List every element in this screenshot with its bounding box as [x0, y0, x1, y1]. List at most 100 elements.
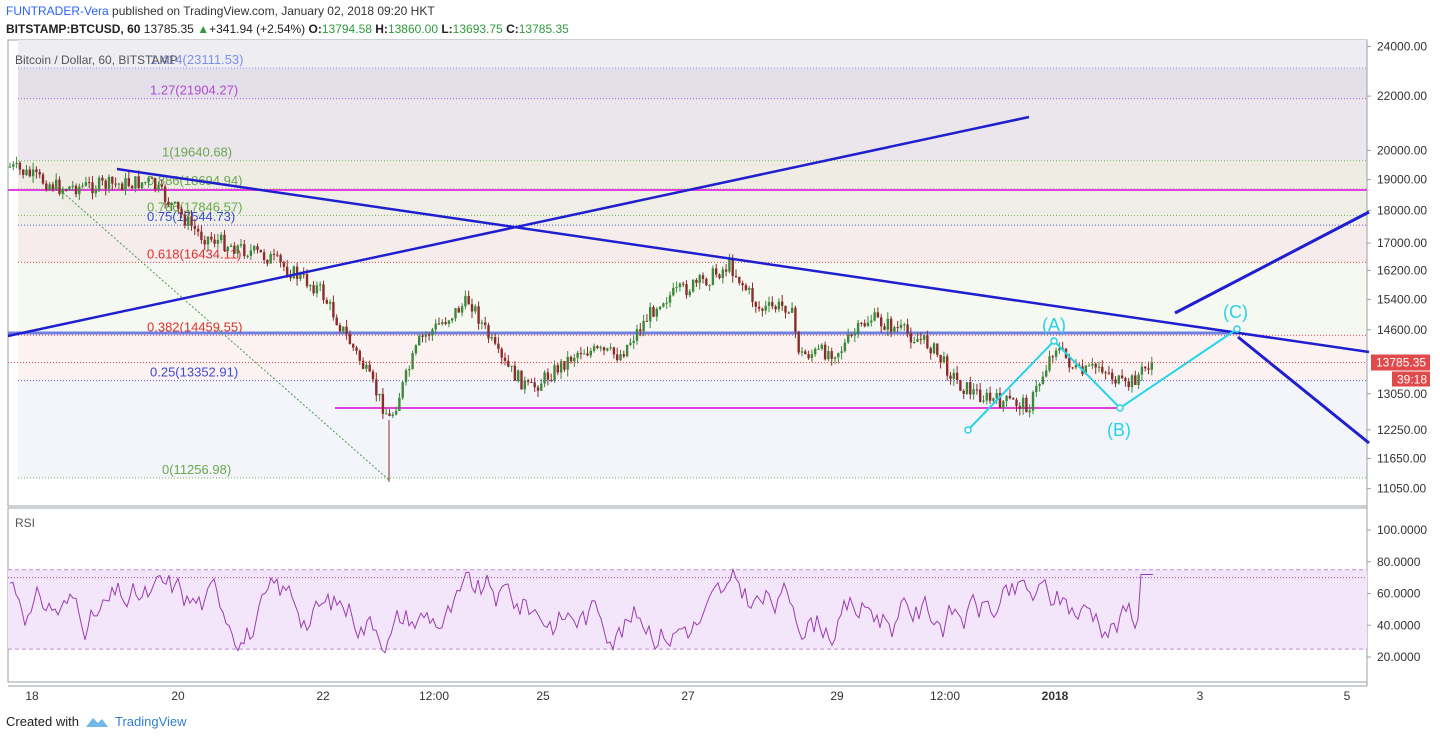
- candle-body: [642, 320, 645, 332]
- candle-body: [1091, 363, 1094, 366]
- abc-wave-line: [967, 328, 1238, 431]
- candle-body: [444, 322, 447, 325]
- candle-body: [269, 254, 272, 264]
- candle-body: [243, 244, 246, 257]
- candle-body: [724, 269, 728, 272]
- candle-body: [777, 301, 781, 310]
- fib-label: 0.618(16434.11): [147, 246, 241, 261]
- candle-body: [500, 348, 503, 358]
- candle-body: [101, 177, 104, 181]
- candle-body: [361, 360, 365, 369]
- candle-body: [51, 184, 55, 190]
- candle-body: [856, 322, 860, 335]
- candle-body: [632, 340, 635, 343]
- up-triangle-icon: ▲: [197, 22, 210, 36]
- price-tick-label: 11050.00: [1377, 482, 1426, 496]
- candle-body: [124, 178, 127, 191]
- bearish-projection-line: [1237, 335, 1370, 445]
- candle-body: [559, 361, 563, 373]
- candle-body: [883, 326, 886, 330]
- fib-label: 1(19640.68): [162, 145, 232, 160]
- candle-body: [8, 166, 12, 168]
- price-tick-label: 17000.00: [1377, 236, 1427, 250]
- candle-body: [253, 246, 256, 251]
- candle-body: [1074, 364, 1078, 368]
- tradingview-link[interactable]: TradingView: [114, 714, 187, 729]
- time-tick-label: 20: [171, 689, 185, 703]
- candle-body: [827, 351, 830, 360]
- candle-body: [177, 201, 180, 209]
- candle-body: [510, 365, 513, 367]
- candle-body: [150, 177, 154, 179]
- candle-body: [1048, 356, 1051, 371]
- candle-body: [810, 354, 814, 359]
- open-label: O:: [308, 22, 322, 36]
- high-value: 13860.00: [387, 22, 438, 36]
- candle-body: [1021, 397, 1025, 409]
- candle-body: [652, 307, 655, 317]
- price-tick-label: 15400.00: [1377, 292, 1427, 306]
- candle-body: [734, 275, 738, 277]
- candle-body: [936, 343, 939, 355]
- close-label: C:: [506, 22, 519, 36]
- candle-body: [55, 179, 58, 190]
- candle-body: [685, 284, 688, 296]
- candle-body: [705, 278, 708, 286]
- candle-body: [540, 383, 543, 391]
- candle-body: [137, 176, 140, 189]
- rsi-tick-label: 20.0000: [1377, 650, 1421, 664]
- candle-body: [691, 279, 695, 292]
- time-tick-label: 27: [681, 689, 695, 703]
- candle-body: [701, 275, 705, 279]
- wave-label-a: (A): [1042, 315, 1066, 335]
- candle-body: [771, 302, 774, 307]
- candle-body: [305, 274, 309, 287]
- candle-body: [193, 225, 196, 229]
- candle-body: [414, 345, 418, 354]
- candle-body: [698, 275, 701, 283]
- candle-body: [378, 393, 381, 396]
- candle-body: [876, 312, 880, 318]
- candle-body: [121, 183, 124, 191]
- price-tick-label: 14600.00: [1377, 323, 1427, 337]
- price-tick-label: 19000.00: [1377, 173, 1427, 187]
- candle-body: [757, 306, 761, 309]
- candle-body: [761, 308, 764, 311]
- candle-body: [328, 301, 332, 304]
- fib-label: 1.27(21904.27): [150, 83, 238, 98]
- candle-body: [800, 351, 804, 353]
- price-tick-label: 11650.00: [1377, 451, 1426, 465]
- candle-body: [48, 184, 51, 190]
- candle-body: [12, 164, 15, 167]
- candle-body: [913, 342, 916, 344]
- price-tick-label: 16200.00: [1377, 264, 1427, 278]
- candle-body: [830, 351, 833, 359]
- price-tick-label: 20000.00: [1377, 143, 1427, 157]
- candle-body: [863, 323, 866, 327]
- candle-body: [180, 208, 183, 215]
- time-tick-label: 18: [25, 689, 39, 703]
- candle-body: [371, 371, 375, 380]
- candle-body: [1008, 395, 1012, 399]
- candle-body: [517, 370, 520, 381]
- candle-body: [965, 382, 969, 394]
- candle-body: [28, 169, 31, 177]
- candle-body: [860, 322, 863, 324]
- candle-body: [718, 274, 721, 279]
- candle-body: [932, 343, 936, 354]
- candle-body: [220, 234, 223, 240]
- close-value: 13785.35: [518, 22, 569, 36]
- candle-body: [457, 308, 460, 313]
- candle-body: [576, 352, 579, 358]
- created-with-text: Created with: [6, 714, 79, 729]
- rsi-line: [9, 567, 1153, 654]
- candle-body: [41, 174, 45, 184]
- author-link[interactable]: FUNTRADER-Vera: [6, 4, 109, 18]
- candle-body: [946, 356, 949, 376]
- candle-body: [134, 176, 137, 189]
- candle-body: [45, 183, 48, 190]
- candle-body: [460, 306, 464, 313]
- candle-body: [695, 279, 698, 283]
- candle-body: [144, 182, 147, 184]
